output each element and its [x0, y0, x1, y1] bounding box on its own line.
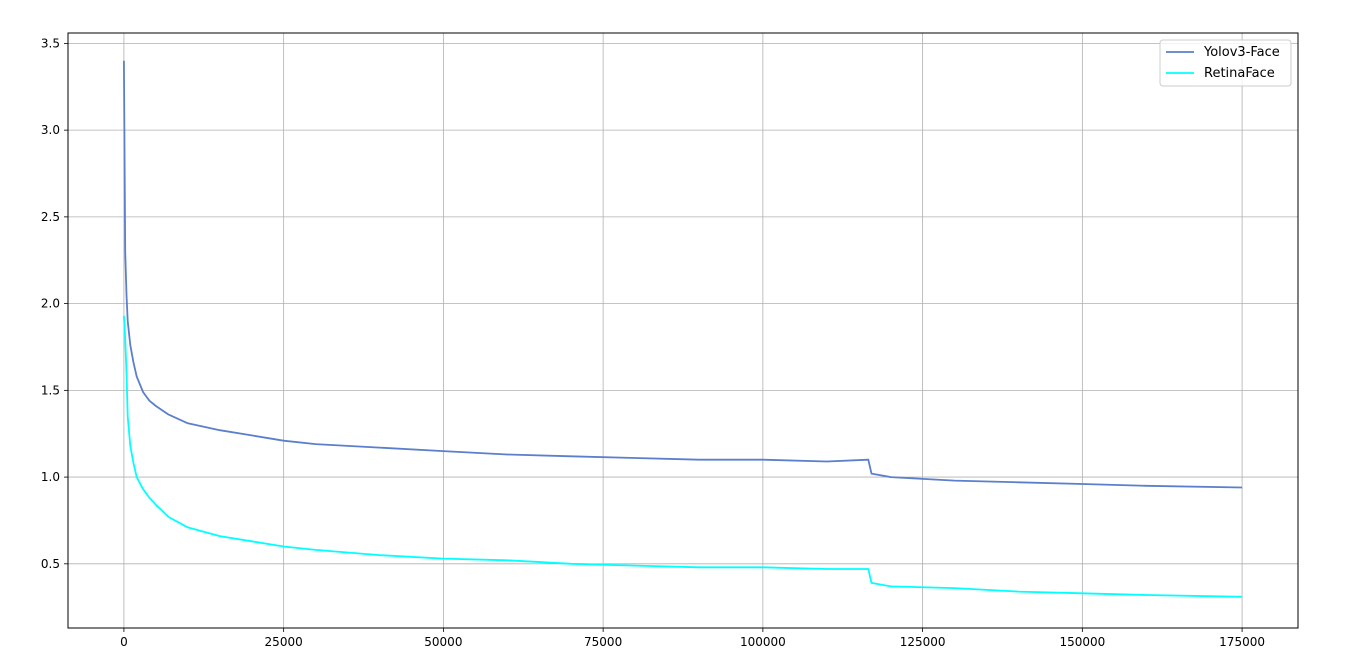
y-tick-label: 1.5 — [41, 383, 60, 397]
x-tick-label: 100000 — [740, 635, 786, 649]
series-line-0 — [123, 60, 1243, 489]
x-tick-label: 75000 — [584, 635, 622, 649]
series-lines — [123, 60, 1243, 598]
x-tick-label: 25000 — [265, 635, 303, 649]
x-axis: 0 25000 50000 75000 100000 125000 150000 175000 — [120, 628, 1265, 649]
x-tick-label: 125000 — [900, 635, 946, 649]
legend: Yolov3-Face RetinaFace — [1159, 39, 1292, 87]
x-tick-label: 50000 — [424, 635, 462, 649]
legend-label: RetinaFace — [1204, 66, 1275, 81]
plot-frame — [67, 32, 1299, 629]
series-line-1 — [123, 315, 1243, 598]
y-tick-label: 0.5 — [41, 557, 60, 571]
x-tick-label: 150000 — [1059, 635, 1105, 649]
y-tick-label: 2.5 — [41, 210, 60, 224]
y-tick-label: 1.0 — [41, 470, 60, 484]
y-tick-label: 2.0 — [41, 297, 60, 311]
y-axis: 0.5 1.0 1.5 2.0 2.5 3.0 3.5 — [41, 36, 68, 571]
legend-label: Yolov3-Face — [1203, 45, 1280, 60]
x-tick-label: 0 — [120, 635, 128, 649]
grid — [68, 33, 1298, 628]
y-tick-label: 3.0 — [41, 123, 60, 137]
y-tick-label: 3.5 — [41, 36, 60, 50]
x-tick-label: 175000 — [1219, 635, 1265, 649]
